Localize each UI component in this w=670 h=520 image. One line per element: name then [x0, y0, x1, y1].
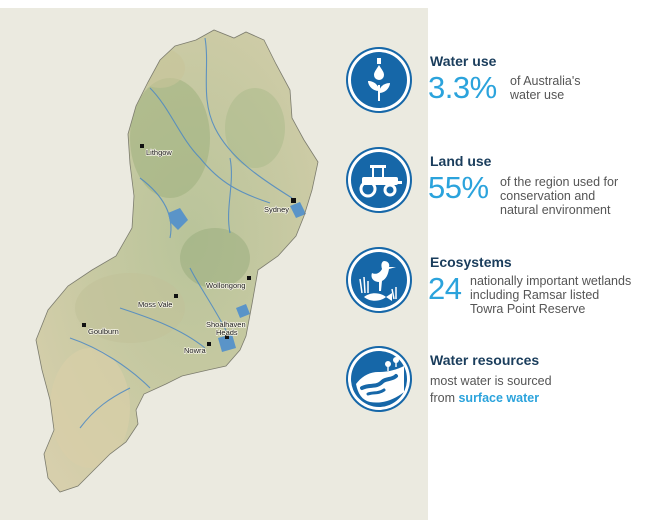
land-use-value: 55% — [428, 170, 489, 205]
stats-panel: Water use 3.3% of Australia's water use … — [340, 0, 670, 520]
town-label-nowra: Nowra — [184, 346, 207, 355]
town-label-lithgow: Lithgow — [146, 148, 172, 157]
ecosystems-desc-line-3: Towra Point Reserve — [470, 302, 586, 316]
land-use-title: Land use — [430, 153, 492, 169]
water-use-desc: of Australia's water use — [510, 74, 580, 102]
town-label-wollongong: Wollongong — [206, 281, 245, 290]
water-use-value: 3.3% — [428, 70, 497, 105]
ecosystems-desc-line-1: nationally important wetlands — [470, 274, 632, 288]
ecosystems-desc-line-2: including Ramsar listed — [470, 288, 600, 302]
town-label-heads: Heads — [216, 328, 238, 337]
water-resources-highlight: surface water — [458, 391, 540, 405]
town-label-shoalhaven: Shoalhaven — [206, 320, 246, 329]
town-marker-moss-vale — [174, 294, 178, 298]
water-resources-title: Water resources — [430, 352, 540, 368]
ecosystems-title: Ecosystems — [430, 254, 512, 270]
town-markers: Lithgow Sydney Wollongong Moss Vale Goul… — [82, 144, 296, 356]
land-use-desc: of the region used for conservation and … — [500, 175, 618, 217]
water-use-desc-line-1: of Australia's — [510, 74, 581, 88]
town-marker-lithgow — [140, 144, 144, 148]
ecosystems-value: 24 — [428, 271, 462, 306]
water-resources-desc-prefix: from — [430, 391, 455, 405]
water-drop-plant-icon — [348, 49, 410, 111]
ecosystems-desc: nationally important wetlands including … — [470, 274, 631, 316]
town-label-sydney: Sydney — [264, 205, 289, 214]
town-marker-goulburn — [82, 323, 86, 327]
town-marker-shoalhaven-heads — [225, 335, 229, 339]
water-resources-desc-line-1: most water is sourced — [430, 374, 552, 388]
tractor-icon — [348, 149, 410, 211]
rivers — [69, 37, 293, 429]
town-label-goulburn: Goulburn — [88, 327, 119, 336]
water-use-title: Water use — [430, 53, 497, 69]
river-landscape-icon — [348, 348, 410, 410]
region-map: Lithgow Sydney Wollongong Moss Vale Goul… — [35, 29, 319, 493]
land-use-desc-line-2: conservation and — [500, 189, 596, 203]
town-label-moss-vale: Moss Vale — [138, 300, 172, 309]
town-marker-sydney — [291, 198, 296, 203]
land-use-desc-line-1: of the region used for — [500, 175, 619, 189]
water-resources-desc: most water is sourced from surface water — [430, 373, 552, 407]
water-bodies — [168, 202, 306, 352]
town-marker-wollongong — [247, 276, 251, 280]
heron-fish-icon — [348, 249, 410, 311]
water-resources-desc-line-2: from surface water — [430, 390, 552, 407]
town-marker-nowra — [207, 342, 211, 346]
land-use-desc-line-3: natural environment — [500, 203, 611, 217]
water-use-desc-line-2: water use — [510, 88, 565, 102]
